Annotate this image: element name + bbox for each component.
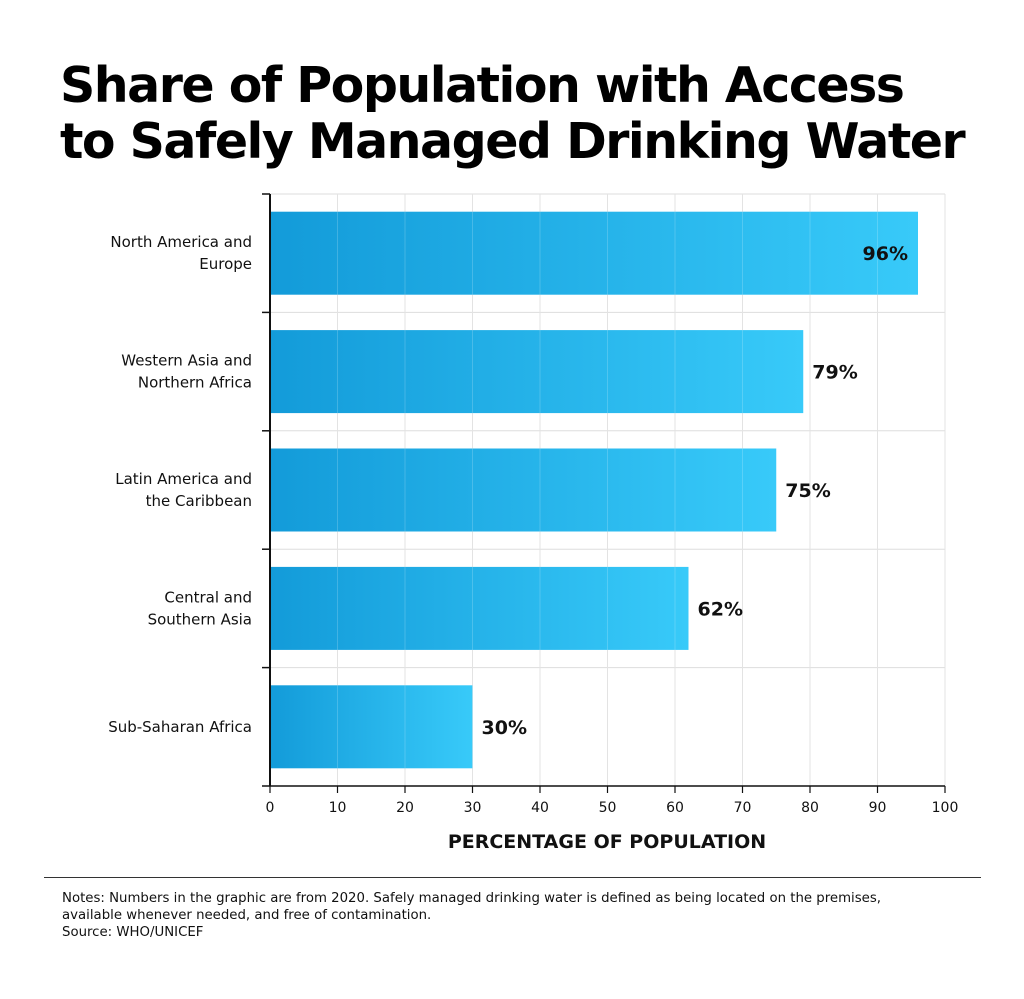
category-label: Latin America and [115, 470, 252, 488]
bar-chart: 0 10 20 30 40 50 60 70 80 90 100 96% North America a… [108, 193, 958, 853]
data-label: 96% [863, 243, 908, 265]
x-tick-label: 100 [932, 800, 959, 816]
x-tick-label: 10 [329, 800, 347, 816]
x-tick-label: 70 [734, 800, 752, 816]
category-label: Western Asia and [121, 352, 252, 370]
bar [270, 566, 689, 650]
x-tick-label: 80 [801, 800, 819, 816]
notes-line-1: Notes: Numbers in the graphic are from 2… [62, 891, 881, 906]
title-line-1: Share of Population with Access [60, 57, 905, 114]
title-line-2: to Safely Managed Drinking Water [60, 113, 966, 170]
chart-title: Share of Population with Access to Safel… [60, 58, 1000, 170]
data-label: 79% [812, 362, 857, 384]
x-tick-label: 40 [531, 800, 549, 816]
category-label: North America and [110, 233, 252, 251]
labels: 0 10 20 30 40 50 60 70 80 90 100 96% North America a… [108, 233, 958, 816]
category-label: Europe [199, 255, 252, 273]
notes-divider [44, 877, 981, 878]
x-tick-label: 0 [266, 800, 275, 816]
category-label: Central and [164, 588, 252, 606]
bar [270, 448, 777, 532]
bar [270, 330, 804, 414]
x-tick-label: 30 [464, 800, 482, 816]
bar [270, 685, 473, 769]
category-label: Southern Asia [148, 610, 252, 628]
notes-line-2: available whenever needed, and free of c… [62, 908, 432, 923]
data-label: 75% [785, 480, 830, 502]
x-tick-label: 50 [599, 800, 617, 816]
x-tick-label: 90 [869, 800, 887, 816]
x-tick-label: 60 [666, 800, 684, 816]
notes: Notes: Numbers in the graphic are from 2… [62, 890, 992, 941]
bar-gridline-overlay [337, 194, 946, 786]
bars [270, 211, 918, 769]
source: Source: WHO/UNICEF [62, 925, 204, 940]
data-label: 30% [482, 717, 527, 739]
category-label: the Caribbean [146, 492, 252, 510]
data-label: 62% [698, 598, 743, 620]
x-axis-label: PERCENTAGE OF POPULATION [448, 831, 766, 853]
category-label: Sub-Saharan Africa [108, 718, 252, 736]
category-label: Northern Africa [138, 374, 252, 392]
x-tick-label: 20 [396, 800, 414, 816]
bar [270, 211, 918, 295]
axes [262, 193, 946, 793]
